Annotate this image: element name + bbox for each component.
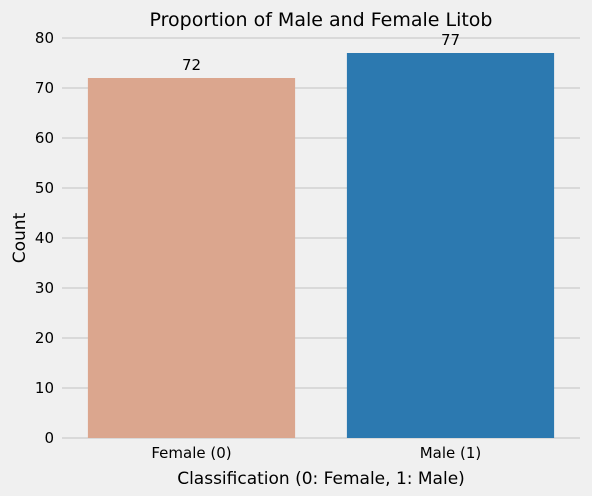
- bar: [346, 53, 555, 438]
- y-axis-label: Count: [10, 212, 30, 263]
- x-tick-label: Female (0): [151, 444, 231, 462]
- bar-value-label: 72: [182, 56, 201, 74]
- y-tick-label: 50: [35, 179, 54, 197]
- x-axis-label: Classification (0: Female, 1: Male): [177, 469, 465, 489]
- bar: [87, 78, 296, 438]
- bar-value-label: 77: [441, 31, 460, 49]
- chart-title: Proportion of Male and Female Litob: [150, 9, 493, 31]
- data-labels: 72 77: [182, 31, 460, 74]
- y-tick-label: 20: [35, 329, 54, 347]
- y-tick-label: 40: [35, 229, 54, 247]
- y-tick-label: 60: [35, 129, 54, 147]
- y-tick-label: 10: [35, 379, 54, 397]
- y-tick-label: 30: [35, 279, 54, 297]
- y-axis-ticks: 0 10 20 30 40 50 60 70 80: [35, 29, 54, 447]
- y-tick-label: 0: [44, 429, 54, 447]
- y-tick-label: 70: [35, 79, 54, 97]
- bars: [87, 53, 555, 438]
- x-axis-ticks: Female (0) Male (1): [151, 444, 481, 462]
- x-tick-label: Male (1): [420, 444, 482, 462]
- y-tick-label: 80: [35, 29, 54, 47]
